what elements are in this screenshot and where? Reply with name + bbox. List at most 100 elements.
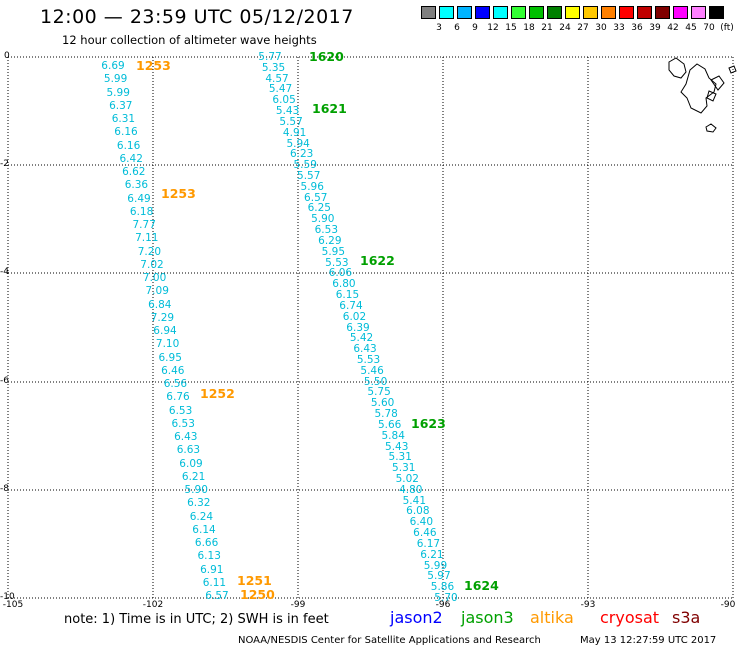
wave-height-value: 6.21 bbox=[181, 470, 206, 483]
wave-height-value: 6.08 bbox=[406, 505, 430, 518]
wave-height-value: 5.90 bbox=[311, 213, 335, 226]
wave-height-value: 6.80 bbox=[332, 278, 356, 291]
wave-height-value: 6.46 bbox=[161, 364, 185, 377]
wave-height-value: 6.57 bbox=[205, 590, 229, 602]
wave-height-value: 5.97 bbox=[427, 570, 451, 583]
legend-label: 36 bbox=[631, 23, 643, 33]
legend-label: 24 bbox=[559, 23, 571, 33]
wave-height-value: 6.16 bbox=[116, 139, 141, 152]
wave-height-value: 6.53 bbox=[168, 404, 193, 417]
generated-timestamp: May 13 12:27:59 UTC 2017 bbox=[580, 635, 717, 646]
legend-swatch bbox=[457, 6, 472, 19]
wave-height-value: 7.02 bbox=[140, 258, 164, 271]
wave-height-value: 6.53 bbox=[171, 417, 195, 430]
chart-subtitle: 12 hour collection of altimeter wave hei… bbox=[62, 33, 317, 47]
wave-height-value: 6.06 bbox=[328, 267, 353, 280]
wave-height-value: 5.70 bbox=[434, 592, 458, 604]
wave-height-value: 5.77 bbox=[258, 51, 282, 63]
wave-height-value: 4.80 bbox=[399, 483, 423, 496]
legend-swatch bbox=[421, 6, 436, 19]
wave-height-value: 6.16 bbox=[114, 126, 138, 139]
wave-height-value: 7.00 bbox=[142, 272, 167, 284]
wave-height-value: 6.32 bbox=[187, 497, 211, 510]
wave-height-value: 6.11 bbox=[202, 576, 227, 589]
wave-height-value: 6.17 bbox=[416, 537, 441, 550]
wave-height-value: 5.42 bbox=[349, 332, 374, 345]
wave-height-value: 6.69 bbox=[101, 60, 125, 72]
wave-height-value: 5.46 bbox=[360, 364, 384, 377]
legend-swatch bbox=[529, 6, 544, 19]
wave-height-value: 5.84 bbox=[381, 429, 405, 442]
wave-height-value: 5.66 bbox=[377, 418, 402, 431]
wave-height-value: 7.09 bbox=[145, 285, 169, 298]
wave-height-value: 6.39 bbox=[346, 321, 370, 334]
wave-height-value: 6.42 bbox=[119, 152, 143, 165]
wave-height-value: 5.86 bbox=[430, 581, 455, 594]
legend-label: 12 bbox=[487, 23, 499, 33]
legend-label: 30 bbox=[595, 23, 607, 33]
wave-height-value: 6.66 bbox=[194, 537, 219, 549]
pass-time-label: 1253 bbox=[161, 186, 196, 201]
wave-height-value: 6.49 bbox=[127, 192, 151, 205]
pass-time-label: 1253 bbox=[136, 58, 171, 73]
wave-height-value: 6.40 bbox=[409, 516, 434, 529]
wave-height-value: 5.02 bbox=[395, 472, 419, 485]
legend-swatch bbox=[655, 6, 670, 19]
satellite-s3a-label: s3a bbox=[672, 608, 701, 627]
pass-time-label: 1620 bbox=[309, 49, 344, 64]
pass-time-label: 1621 bbox=[312, 101, 347, 116]
legend-swatch bbox=[439, 6, 454, 19]
y-tick-label: -2 bbox=[0, 159, 9, 169]
wave-height-value: 5.35 bbox=[261, 61, 286, 74]
wave-height-value: 6.14 bbox=[192, 523, 216, 536]
wave-height-value: 6.57 bbox=[304, 191, 328, 204]
y-tick-label: -10 bbox=[0, 592, 15, 602]
wave-height-value: 6.21 bbox=[420, 548, 444, 561]
legend-swatch bbox=[583, 6, 598, 19]
wave-height-value: 5.53 bbox=[356, 353, 381, 366]
legend-swatch bbox=[673, 6, 688, 19]
legend-swatch bbox=[565, 6, 580, 19]
wave-height-value: 6.56 bbox=[163, 378, 188, 390]
legend-swatch bbox=[511, 6, 526, 19]
pass-time-label: 1622 bbox=[360, 253, 395, 268]
wave-height-value: 6.91 bbox=[200, 563, 224, 576]
satellite-jason2-label: jason2 bbox=[390, 608, 443, 627]
x-tick-label: -93 bbox=[580, 600, 596, 610]
pass-time-label: 1252 bbox=[200, 386, 235, 401]
legend-swatch bbox=[493, 6, 508, 19]
wave-height-value: 5.43 bbox=[385, 440, 409, 453]
wave-height-value: 7.20 bbox=[137, 245, 162, 258]
wave-height-value: 5.75 bbox=[367, 386, 391, 399]
legend-label: 39 bbox=[649, 23, 661, 33]
pass-time-label: 1250 bbox=[240, 587, 275, 602]
credit-line: NOAA/NESDIS Center for Satellite Applica… bbox=[238, 635, 541, 646]
footer-note: note: 1) Time is in UTC; 2) SWH is in fe… bbox=[64, 612, 329, 627]
pass-time-label: 1251 bbox=[237, 573, 272, 588]
x-tick-label: -99 bbox=[290, 600, 306, 610]
legend-swatch bbox=[601, 6, 616, 19]
wave-height-value: 5.53 bbox=[325, 256, 349, 269]
legend-swatch bbox=[691, 6, 706, 19]
wave-height-value: 7.11 bbox=[135, 232, 159, 245]
legend-label: 18 bbox=[523, 23, 535, 33]
dotted-gridlines bbox=[7, 56, 734, 599]
wave-height-value: 6.62 bbox=[122, 166, 146, 178]
wave-height-value: 5.90 bbox=[184, 484, 208, 496]
legend-label: 27 bbox=[577, 23, 589, 33]
wave-height-value: 6.18 bbox=[129, 205, 154, 218]
wave-height-value: 6.95 bbox=[158, 351, 182, 364]
legend-label: 21 bbox=[541, 23, 553, 33]
wave-height-value: 6.74 bbox=[339, 299, 363, 312]
wave-height-value: 7.77 bbox=[132, 219, 156, 231]
wave-height-value: 6.94 bbox=[153, 325, 177, 337]
legend-swatch bbox=[475, 6, 490, 19]
legend-swatch bbox=[619, 6, 634, 19]
wave-height-value: 6.23 bbox=[289, 148, 314, 161]
legend-swatch bbox=[547, 6, 562, 19]
wave-height-value: 6.15 bbox=[335, 289, 360, 302]
wave-height-value: 5.50 bbox=[363, 375, 388, 388]
legend-label: 42 bbox=[667, 23, 679, 33]
wave-height-value: 6.63 bbox=[176, 444, 201, 457]
